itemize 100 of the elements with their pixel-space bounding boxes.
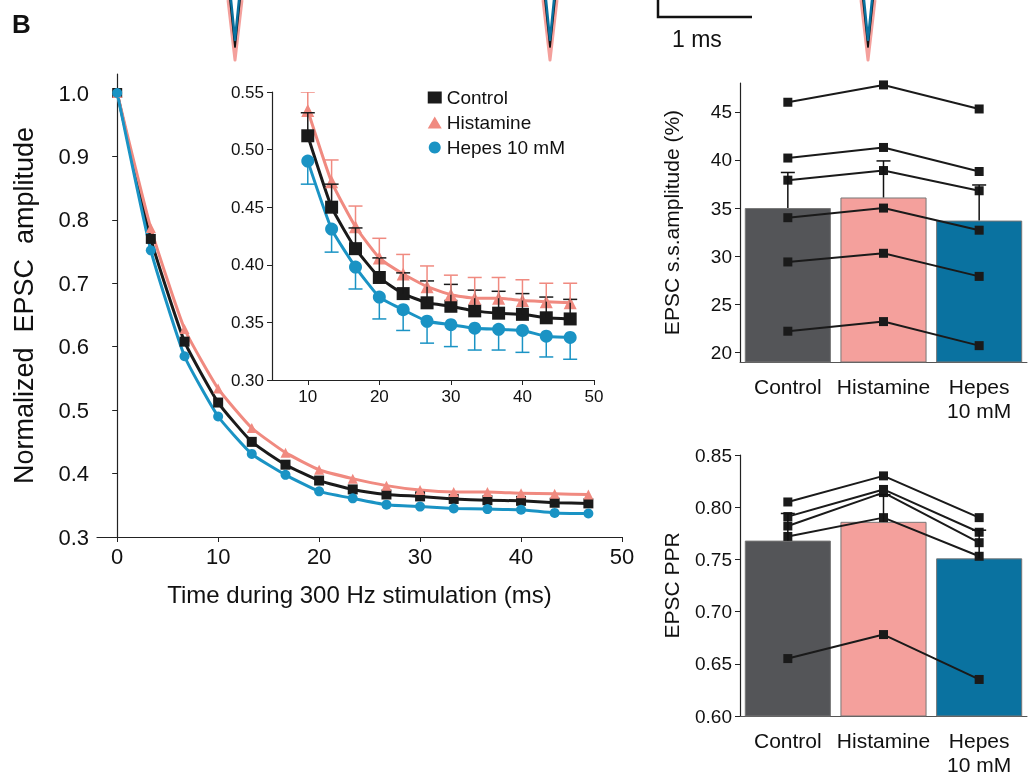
point (448, 503, 459, 514)
y-tick-label: 0.55 (230, 82, 264, 102)
point (879, 471, 888, 481)
y-tick-label: 40 (710, 149, 732, 171)
y-tick-label: 20 (710, 341, 732, 363)
point (213, 383, 224, 394)
point (879, 630, 888, 640)
x-tick-label: 30 (441, 387, 461, 406)
point (974, 225, 984, 235)
point (482, 504, 493, 515)
point (974, 341, 984, 351)
y-tick-label: 0.45 (230, 197, 264, 217)
point (879, 248, 888, 258)
point (539, 311, 553, 325)
point (783, 213, 793, 223)
y-tick-label: 1.0 (58, 80, 89, 106)
point (583, 489, 594, 500)
point (783, 654, 793, 664)
point (213, 411, 224, 422)
point (415, 501, 426, 512)
point (420, 296, 434, 310)
point (492, 306, 506, 320)
point (325, 200, 339, 214)
x-tick-label: Hepes 10 mM (947, 728, 1012, 776)
point (563, 330, 577, 344)
point (372, 290, 386, 304)
point (314, 475, 325, 486)
point (301, 129, 315, 143)
point (563, 312, 577, 326)
y-tick-label: 0.50 (230, 140, 264, 160)
y-tick-label: 0.70 (695, 601, 732, 623)
y-tick-label: 0.35 (230, 312, 264, 332)
y-tick-label: 35 (710, 197, 732, 219)
point (448, 486, 459, 497)
y-tick-label: 0.7 (58, 270, 89, 296)
y-tick-label: 0.5 (58, 397, 89, 423)
text: B (12, 9, 31, 40)
y-tick-label: 0.40 (230, 255, 264, 275)
point (468, 291, 482, 305)
point (879, 142, 888, 152)
y-tick-label: 0.85 (695, 444, 732, 466)
y-tick-label: 25 (710, 293, 732, 315)
x-tick-label: Control (753, 374, 822, 398)
y-axis-title: EPSC PPR (660, 532, 683, 639)
point (415, 485, 426, 496)
y-tick-label: 0.60 (695, 705, 732, 727)
point (444, 318, 458, 332)
point (347, 493, 358, 504)
x-axis-title: Time during 300 Hz stimulation (ms) (167, 580, 552, 608)
point (396, 303, 410, 317)
point (974, 271, 984, 281)
point (314, 464, 325, 475)
point (515, 323, 529, 337)
point (583, 508, 594, 519)
point (492, 291, 506, 305)
x-tick-label: 10 (298, 387, 318, 406)
y-tick-label: 0.3 (58, 524, 89, 550)
x-tick-label: 20 (306, 543, 332, 569)
point (349, 260, 363, 274)
y-tick-label: 30 (710, 245, 732, 267)
point (280, 447, 291, 458)
legend-label: Control (446, 87, 508, 108)
y-tick-label: 0.9 (58, 143, 89, 169)
point (783, 97, 793, 107)
x-tick-label: Histamine (836, 728, 931, 752)
point (974, 104, 984, 114)
x-tick-label: 50 (609, 543, 635, 569)
point (145, 245, 156, 256)
y-tick-label: 0.75 (695, 548, 732, 570)
point (783, 257, 793, 267)
point (372, 270, 386, 284)
y-tick-label: 0.30 (230, 370, 264, 390)
legend-label: Histamine (446, 112, 532, 133)
point (381, 480, 392, 491)
y-tick-label: 0.8 (58, 207, 89, 233)
point (482, 486, 493, 497)
y-tick-label: 0.4 (58, 461, 89, 487)
point (783, 497, 793, 507)
point (179, 351, 190, 362)
point (347, 473, 358, 484)
point (974, 513, 984, 523)
x-tick-label: 0 (111, 543, 124, 569)
point (145, 223, 156, 234)
point (179, 323, 190, 334)
point (246, 422, 257, 433)
x-tick-label: Hepes 10 mM (947, 374, 1012, 422)
point (549, 497, 560, 508)
point (179, 336, 190, 347)
point (549, 488, 560, 499)
x-tick-label: 30 (407, 543, 433, 569)
point (246, 436, 257, 447)
y-axis-title: EPSC s.s.amplitude (%) (660, 109, 683, 336)
point (381, 499, 392, 510)
point (396, 287, 410, 301)
point (325, 222, 339, 236)
point (783, 326, 793, 336)
point (879, 80, 888, 90)
legend-label: Hepes 10 mM (446, 137, 566, 158)
point (516, 488, 527, 499)
point (347, 484, 358, 495)
